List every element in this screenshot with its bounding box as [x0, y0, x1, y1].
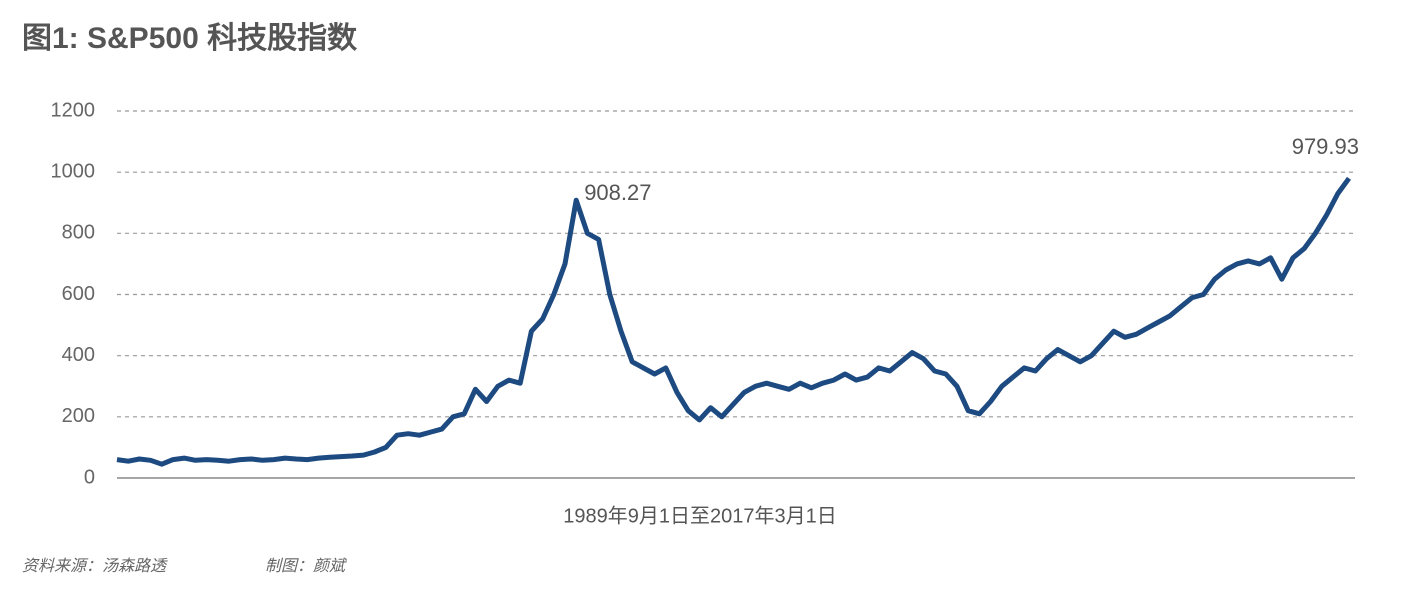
y-tick-label: 200: [62, 405, 95, 427]
y-tick-label: 400: [62, 344, 95, 366]
annotation: 979.93: [1292, 134, 1359, 159]
source-note: 资料来源：汤森路透: [22, 557, 168, 575]
y-tick-label: 1000: [51, 160, 96, 182]
y-tick-label: 600: [62, 283, 95, 305]
x-axis-label: 1989年9月1日至2017年3月1日: [563, 504, 836, 527]
y-tick-label: 1200: [51, 99, 96, 121]
data-line: [116, 176, 1352, 467]
y-tick-label: 800: [62, 222, 95, 244]
annotation: 908.27: [584, 180, 651, 205]
credit-note: 制图：颜斌: [265, 557, 347, 575]
chart-title: 图1: S&P500 科技股指数: [22, 22, 358, 55]
y-tick-label: 0: [84, 466, 95, 488]
